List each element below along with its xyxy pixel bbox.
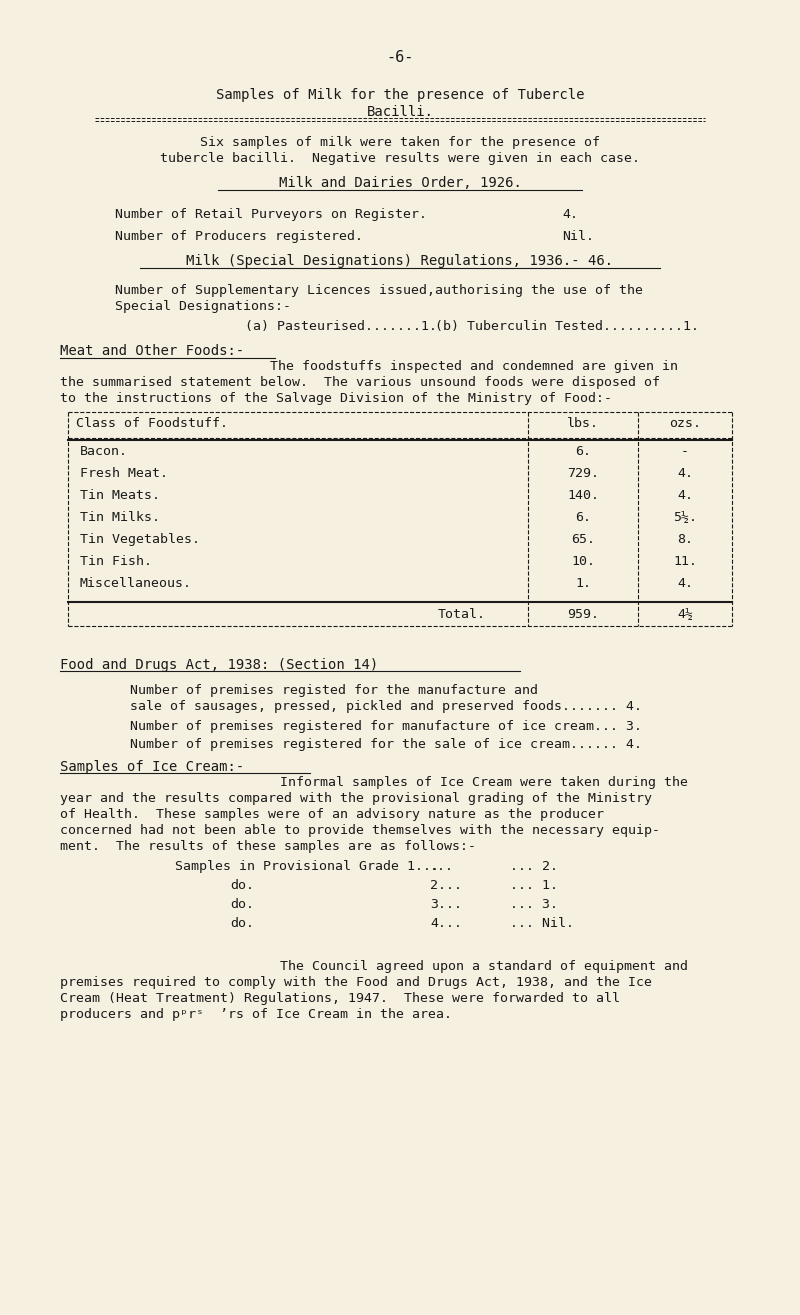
Text: Bacilli.: Bacilli. <box>366 105 434 118</box>
Text: Tin Meats.: Tin Meats. <box>80 489 160 502</box>
Text: Number of premises registered for the sale of ice cream...... 4.: Number of premises registered for the sa… <box>130 738 642 751</box>
Text: 4...: 4... <box>430 917 462 930</box>
Text: 140.: 140. <box>567 489 599 502</box>
Text: Number of premises registered for manufacture of ice cream... 3.: Number of premises registered for manufa… <box>130 721 642 732</box>
Text: 5½.: 5½. <box>673 512 697 523</box>
Text: 10.: 10. <box>571 555 595 568</box>
Text: sale of sausages, pressed, pickled and preserved foods....... 4.: sale of sausages, pressed, pickled and p… <box>130 700 642 713</box>
Text: year and the results compared with the provisional grading of the Ministry: year and the results compared with the p… <box>60 792 652 805</box>
Text: 4.: 4. <box>677 577 693 590</box>
Text: 4.: 4. <box>677 489 693 502</box>
Text: Fresh Meat.: Fresh Meat. <box>80 467 168 480</box>
Text: Samples in Provisional Grade 1...: Samples in Provisional Grade 1... <box>175 860 439 873</box>
Text: 6.: 6. <box>575 444 591 458</box>
Text: concerned had not been able to provide themselves with the necessary equip-: concerned had not been able to provide t… <box>60 825 660 838</box>
Text: (b) Tuberculin Tested..........1.: (b) Tuberculin Tested..........1. <box>435 320 699 333</box>
Text: Tin Fish.: Tin Fish. <box>80 555 152 568</box>
Text: 11.: 11. <box>673 555 697 568</box>
Text: The Council agreed upon a standard of equipment and: The Council agreed upon a standard of eq… <box>280 960 688 973</box>
Text: Bacon.: Bacon. <box>80 444 128 458</box>
Text: Meat and Other Foods:-: Meat and Other Foods:- <box>60 345 244 358</box>
Text: Number of Supplementary Licences issued,authorising the use of the: Number of Supplementary Licences issued,… <box>115 284 643 297</box>
Text: 4.: 4. <box>562 208 578 221</box>
Text: Samples of Milk for the presence of Tubercle: Samples of Milk for the presence of Tube… <box>216 88 584 103</box>
Text: Number of Retail Purveyors on Register.: Number of Retail Purveyors on Register. <box>115 208 427 221</box>
Text: ozs.: ozs. <box>669 417 701 430</box>
Text: ... 3.: ... 3. <box>510 898 558 911</box>
Text: Food and Drugs Act, 1938: (Section 14): Food and Drugs Act, 1938: (Section 14) <box>60 658 378 672</box>
Text: Informal samples of Ice Cream were taken during the: Informal samples of Ice Cream were taken… <box>280 776 688 789</box>
Text: do.: do. <box>230 917 254 930</box>
Text: Tin Vegetables.: Tin Vegetables. <box>80 533 200 546</box>
Text: Samples of Ice Cream:-: Samples of Ice Cream:- <box>60 760 244 775</box>
Text: lbs.: lbs. <box>567 417 599 430</box>
Text: do.: do. <box>230 898 254 911</box>
Text: Tin Milks.: Tin Milks. <box>80 512 160 523</box>
Text: 1.: 1. <box>575 577 591 590</box>
Text: 4½: 4½ <box>677 608 693 621</box>
Text: ... 1.: ... 1. <box>510 878 558 892</box>
Text: Number of premises registed for the manufacture and: Number of premises registed for the manu… <box>130 684 538 697</box>
Text: 2...: 2... <box>430 878 462 892</box>
Text: ... 2.: ... 2. <box>510 860 558 873</box>
Text: Milk (Special Designations) Regulations, 1936.- 46.: Milk (Special Designations) Regulations,… <box>186 254 614 268</box>
Text: ...: ... <box>430 860 454 873</box>
Text: Special Designations:-: Special Designations:- <box>115 300 291 313</box>
Text: 729.: 729. <box>567 467 599 480</box>
Text: Six samples of milk were taken for the presence of: Six samples of milk were taken for the p… <box>200 135 600 149</box>
Text: 4.: 4. <box>677 467 693 480</box>
Text: Milk and Dairies Order, 1926.: Milk and Dairies Order, 1926. <box>278 176 522 189</box>
Text: to the instructions of the Salvage Division of the Ministry of Food:-: to the instructions of the Salvage Divis… <box>60 392 612 405</box>
Text: Cream (Heat Treatment) Regulations, 1947.  These were forwarded to all: Cream (Heat Treatment) Regulations, 1947… <box>60 992 620 1005</box>
Text: 65.: 65. <box>571 533 595 546</box>
Text: Miscellaneous.: Miscellaneous. <box>80 577 192 590</box>
Text: of Health.  These samples were of an advisory nature as the producer: of Health. These samples were of an advi… <box>60 807 604 821</box>
Text: ... Nil.: ... Nil. <box>510 917 574 930</box>
Text: 6.: 6. <box>575 512 591 523</box>
Text: Total.: Total. <box>438 608 486 621</box>
Text: producers and pᵖrˢ  ʼrs of Ice Cream in the area.: producers and pᵖrˢ ʼrs of Ice Cream in t… <box>60 1009 452 1020</box>
Text: Class of Foodstuff.: Class of Foodstuff. <box>76 417 228 430</box>
Text: 8.: 8. <box>677 533 693 546</box>
Text: premises required to comply with the Food and Drugs Act, 1938, and the Ice: premises required to comply with the Foo… <box>60 976 652 989</box>
Text: tubercle bacilli.  Negative results were given in each case.: tubercle bacilli. Negative results were … <box>160 153 640 164</box>
Text: the summarised statement below.  The various unsound foods were disposed of: the summarised statement below. The vari… <box>60 376 660 389</box>
Text: do.: do. <box>230 878 254 892</box>
Text: (a) Pasteurised.......1.: (a) Pasteurised.......1. <box>245 320 437 333</box>
Text: Number of Producers registered.: Number of Producers registered. <box>115 230 363 243</box>
Text: 3...: 3... <box>430 898 462 911</box>
Text: -: - <box>681 444 689 458</box>
Text: -6-: -6- <box>386 50 414 64</box>
Text: 959.: 959. <box>567 608 599 621</box>
Text: ment.  The results of these samples are as follows:-: ment. The results of these samples are a… <box>60 840 476 853</box>
Text: The foodstuffs inspected and condemned are given in: The foodstuffs inspected and condemned a… <box>270 360 678 373</box>
Text: Nil.: Nil. <box>562 230 594 243</box>
